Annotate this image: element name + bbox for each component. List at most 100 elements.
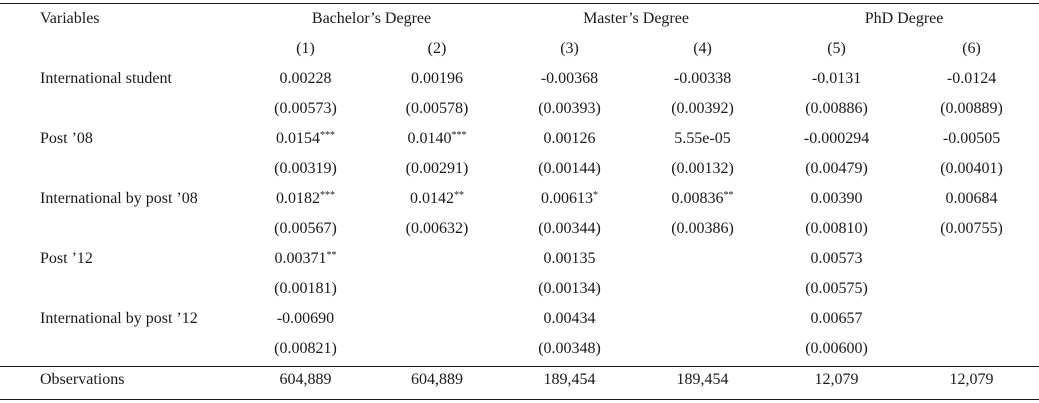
standard-error-cell: (0.00632) (405, 220, 469, 237)
standard-error-cell: (0.00319) (274, 160, 337, 177)
coefficient-cell: 0.00836** (636, 184, 769, 214)
variables-header: Variables (40, 10, 100, 27)
significance-stars: ** (454, 190, 464, 201)
column-number: (6) (962, 40, 981, 57)
variable-label: International by post ’12 (40, 310, 198, 327)
standard-error-cell: (0.00567) (274, 220, 337, 237)
table-body: International student 0.00228 0.00196 -0.00… (0, 64, 1039, 364)
observations-value: 189,454 (676, 371, 729, 388)
coefficient-cell: 0.00434 (503, 304, 636, 334)
empty-cell (0, 274, 240, 304)
standard-error-cell: (0.00392) (671, 100, 734, 117)
significance-stars: *** (451, 130, 467, 141)
standard-error-cell (371, 274, 503, 304)
standard-error-cell: (0.00479) (805, 160, 868, 177)
coefficient-cell: -0.0124 (904, 64, 1039, 94)
coefficient-value: -0.00368 (540, 70, 599, 87)
coefficient-cell: 0.0182*** (240, 184, 371, 214)
standard-error-cell: (0.00134) (538, 280, 601, 297)
coefficient-cell: 0.00228 (240, 64, 371, 94)
empty-cell (0, 334, 240, 364)
standard-error-cell (904, 274, 1039, 304)
significance-stars: * (593, 190, 599, 201)
coefficient-cell: 0.00390 (769, 184, 904, 214)
column-number: (2) (427, 40, 447, 57)
standard-error-cell: (0.00393) (538, 100, 601, 117)
coefficient-value: 0.00836 (671, 190, 724, 207)
observations-row: Observations 604,889 604,889 189,454 189… (0, 364, 1039, 396)
coefficient-row: Post ’12 0.00371** 0.00135 0.00573 (0, 244, 1039, 274)
coefficient-value: 0.00434 (543, 310, 596, 327)
standard-error-cell: (0.00600) (805, 340, 868, 357)
column-number: (4) (693, 40, 712, 57)
significance-stars: *** (320, 130, 335, 141)
observations-separator-rule (0, 366, 1039, 367)
coefficient-value: 0.00390 (810, 190, 863, 207)
standard-error-cell: (0.00575) (805, 280, 868, 297)
coefficient-row: Post ’08 0.0154*** 0.0140*** 0.00126 5.55e-0… (0, 124, 1039, 154)
standard-error-cell (371, 334, 503, 364)
standard-error-row: (0.00319) (0.00291) (0.00144) (0.00132) (0.0… (0, 154, 1039, 184)
header-column-row: (1) (2) (3) (4) (5) (6) (0, 34, 1039, 64)
observations-label: Observations (40, 371, 125, 388)
coefficient-value: 0.0182 (276, 190, 320, 207)
group-header-masters: Master’s Degree (583, 10, 689, 27)
coefficient-cell: -0.000294 (769, 124, 904, 154)
coefficient-cell: -0.00368 (503, 64, 636, 94)
standard-error-cell: (0.00755) (940, 220, 1003, 237)
empty-cell (0, 214, 240, 244)
coefficient-value: 0.0154 (276, 130, 320, 147)
variable-label: Post ’08 (40, 130, 93, 147)
standard-error-cell: (0.00401) (940, 160, 1003, 177)
coefficient-cell: 0.0142** (371, 184, 503, 214)
standard-error-cell: (0.00578) (405, 100, 469, 117)
standard-error-cell: (0.00810) (805, 220, 868, 237)
column-number: (5) (827, 40, 846, 57)
coefficient-cell: -0.00690 (240, 304, 371, 334)
coefficient-cell (904, 304, 1039, 334)
standard-error-cell: (0.00573) (274, 100, 337, 117)
observations-value: 12,079 (814, 371, 859, 388)
coefficient-cell: -0.00505 (904, 124, 1039, 154)
variable-label: International student (40, 70, 172, 87)
coefficient-cell: 0.00657 (769, 304, 904, 334)
coefficient-value: 0.00684 (945, 190, 998, 207)
coefficient-value: -0.00338 (673, 70, 732, 87)
standard-error-cell: (0.00886) (805, 100, 868, 117)
empty-cell (0, 94, 240, 124)
standard-error-cell: (0.00144) (538, 160, 601, 177)
coefficient-cell: 0.00196 (371, 64, 503, 94)
column-number: (1) (296, 40, 315, 57)
standard-error-cell: (0.00348) (538, 340, 601, 357)
standard-error-cell: (0.00132) (671, 160, 734, 177)
regression-table: Variables Bachelor’s Degree Master’s Deg… (0, 4, 1039, 396)
standard-error-cell (636, 274, 769, 304)
significance-stars: ** (723, 190, 734, 201)
significance-stars: *** (320, 190, 335, 201)
group-header-phd: PhD Degree (864, 10, 944, 27)
observations-value: 604,889 (411, 371, 463, 388)
coefficient-cell (371, 244, 503, 274)
standard-error-row: (0.00573) (0.00578) (0.00393) (0.00392) (0.0… (0, 94, 1039, 124)
coefficient-row: International student 0.00228 0.00196 -0.00… (0, 64, 1039, 94)
coefficient-value: 0.0140 (407, 130, 452, 147)
standard-error-row: (0.00821) (0.00348) (0.00600) (0, 334, 1039, 364)
coefficient-value: 0.00657 (810, 310, 863, 327)
table-bottom-rule (0, 399, 1039, 400)
coefficient-cell: 0.0140*** (371, 124, 503, 154)
coefficient-value: -0.0131 (811, 70, 862, 87)
column-number: (3) (560, 40, 579, 57)
coefficient-cell: 5.55e-05 (636, 124, 769, 154)
coefficient-cell (636, 244, 769, 274)
coefficient-value: 0.00196 (411, 70, 463, 87)
standard-error-cell: (0.00889) (940, 100, 1003, 117)
coefficient-cell: 0.00126 (503, 124, 636, 154)
significance-stars: ** (326, 250, 337, 261)
header-group-row: Variables Bachelor’s Degree Master’s Deg… (0, 4, 1039, 34)
empty-cell (0, 34, 240, 64)
coefficient-cell (904, 244, 1039, 274)
coefficient-cell: 0.00371** (240, 244, 371, 274)
standard-error-cell: (0.00344) (538, 220, 601, 237)
table-top-rule (0, 3, 1039, 4)
